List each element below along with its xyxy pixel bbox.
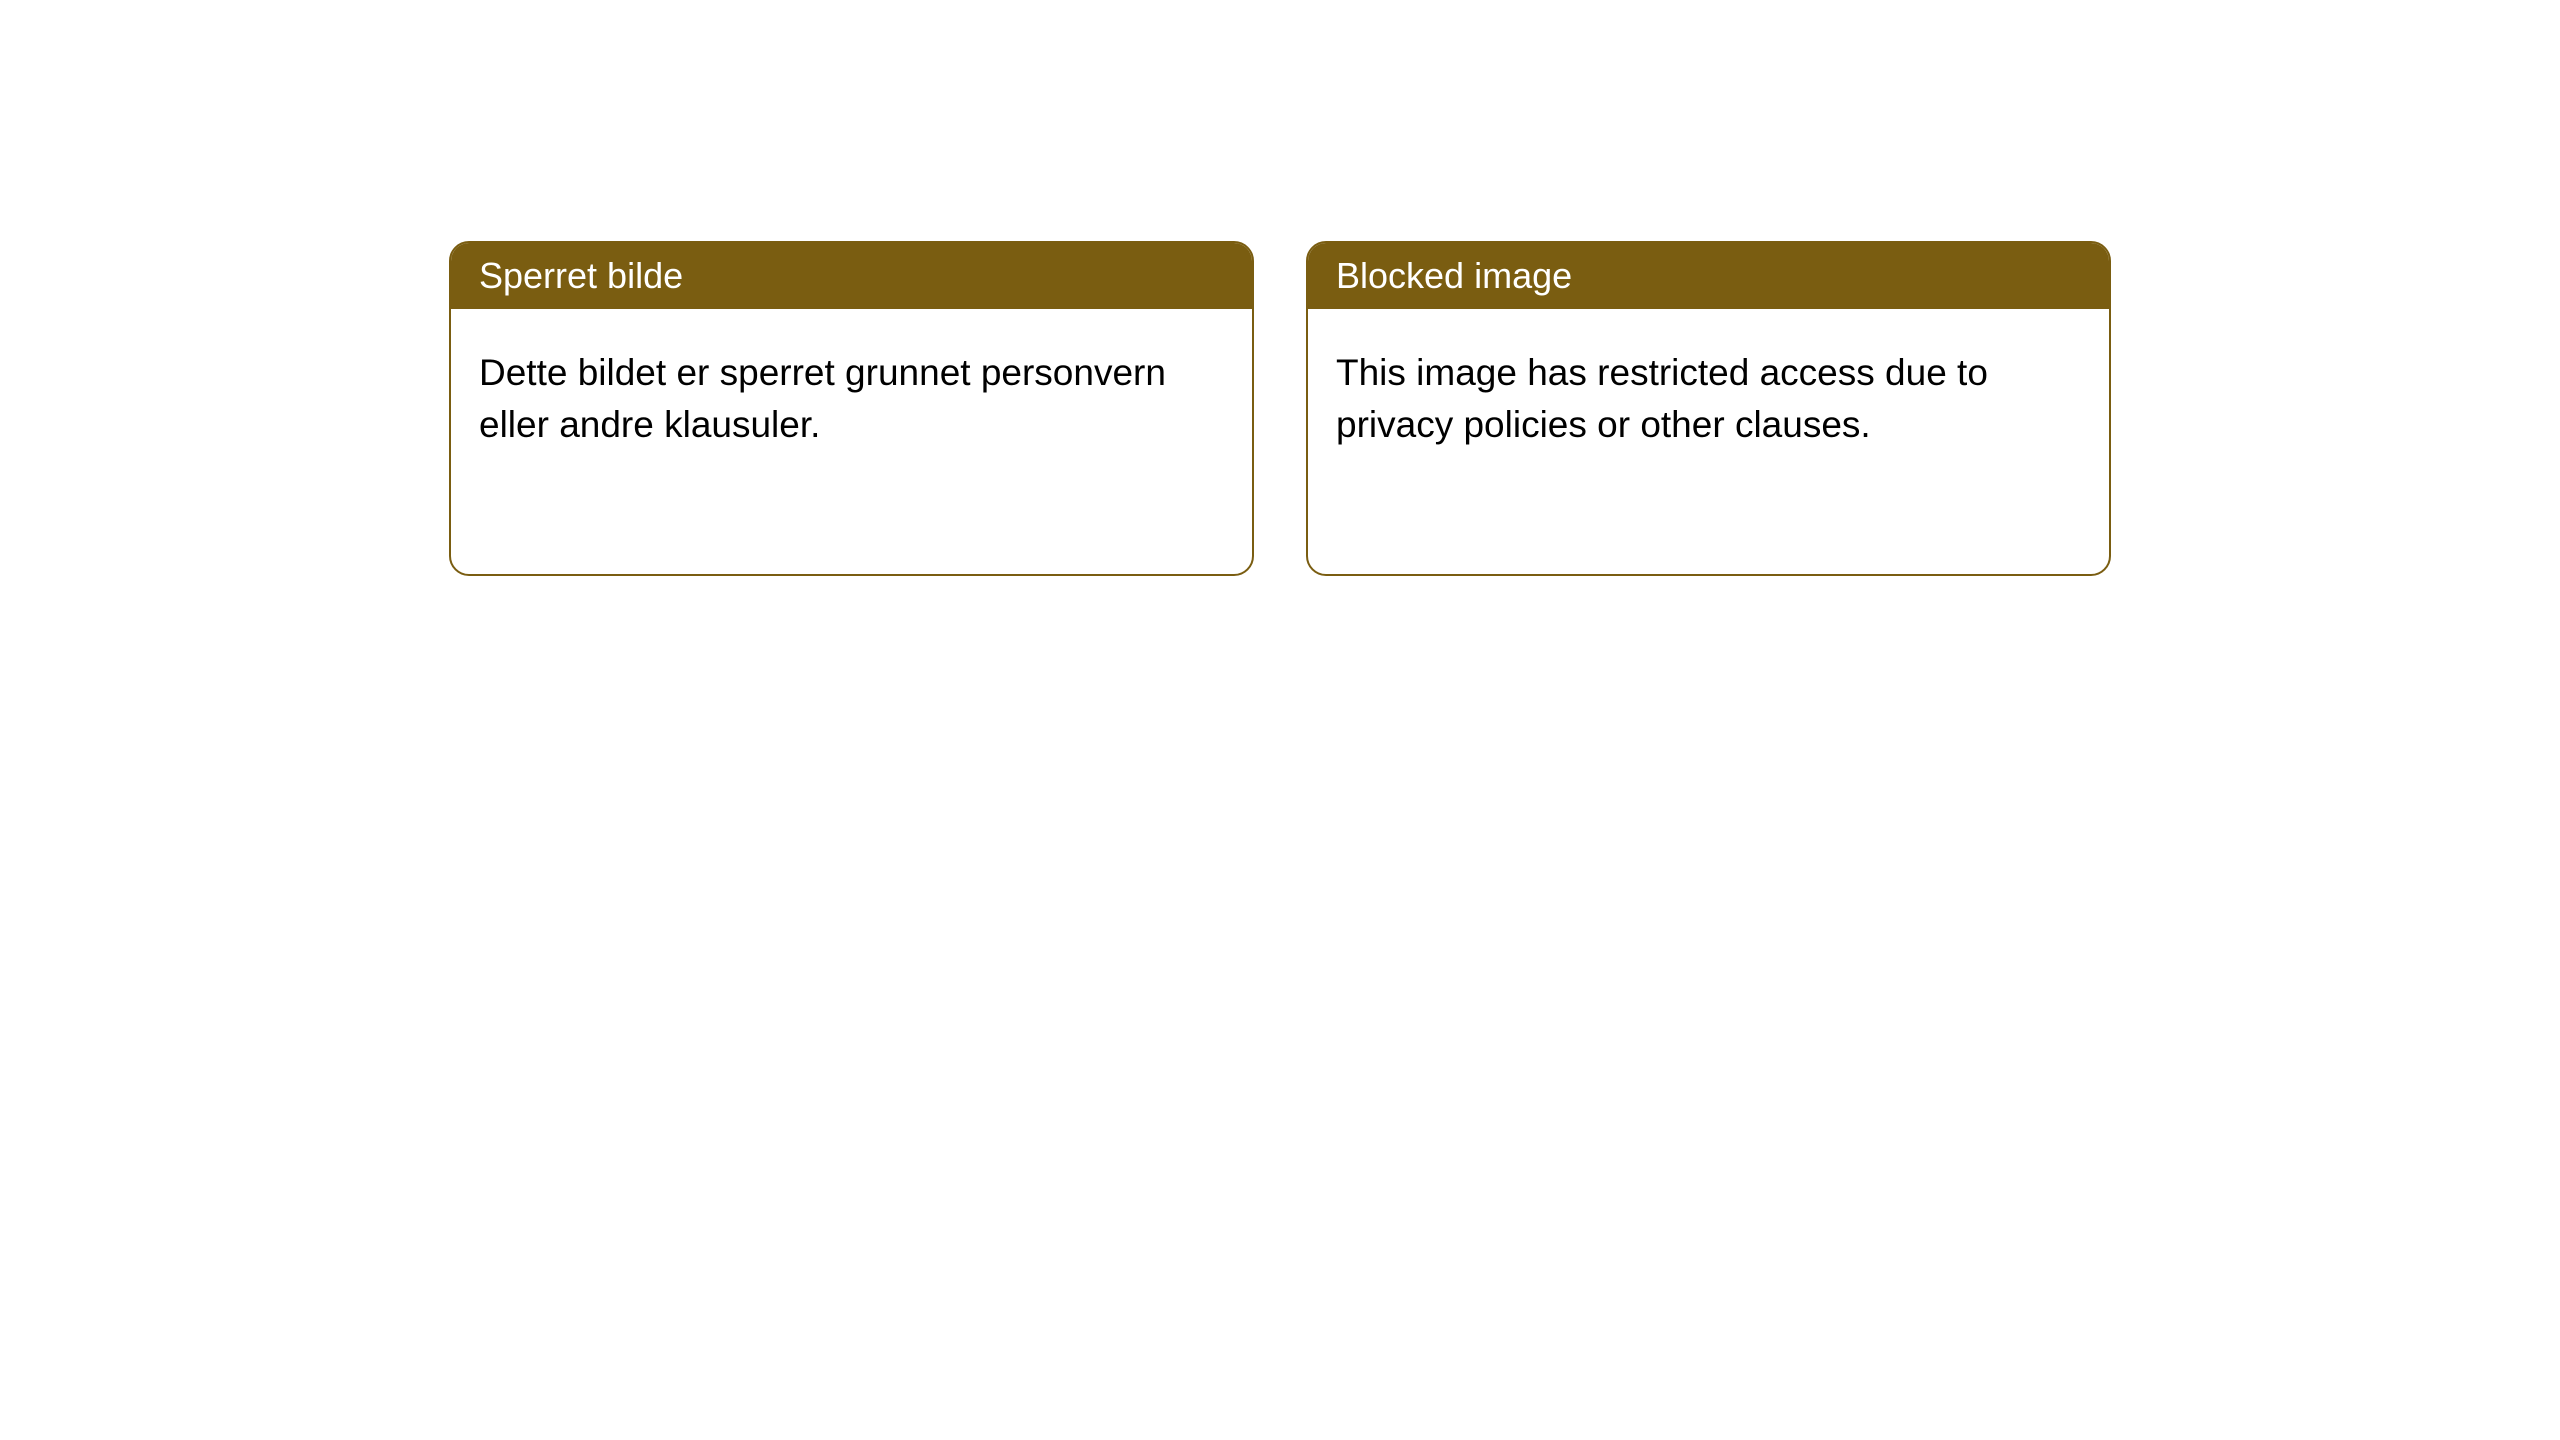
notice-card-norwegian: Sperret bilde Dette bildet er sperret gr…	[449, 241, 1254, 576]
notice-title: Blocked image	[1308, 243, 2109, 309]
notice-container: Sperret bilde Dette bildet er sperret gr…	[0, 0, 2560, 576]
notice-body: Dette bildet er sperret grunnet personve…	[451, 309, 1252, 489]
notice-card-english: Blocked image This image has restricted …	[1306, 241, 2111, 576]
notice-title: Sperret bilde	[451, 243, 1252, 309]
notice-body: This image has restricted access due to …	[1308, 309, 2109, 489]
